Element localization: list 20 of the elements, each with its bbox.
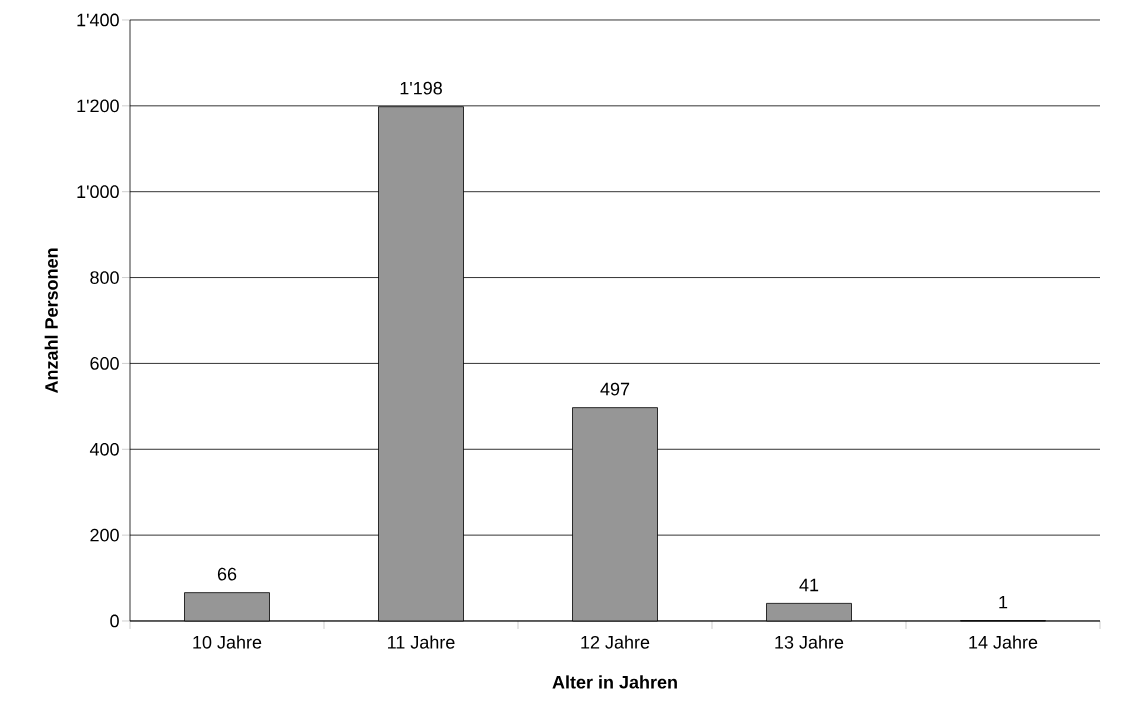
x-tick-label: 10 Jahre: [193, 635, 262, 649]
data-label: 66: [217, 567, 237, 581]
y-tick-label: 400: [89, 442, 119, 456]
y-tick-label: 600: [90, 357, 119, 370]
y-axis-title: Anzahl Personen: [44, 248, 58, 394]
data-label: 1'198: [400, 81, 442, 95]
y-tick-label: 0: [110, 614, 119, 628]
y-tick-label: 200: [90, 528, 119, 542]
x-tick-label: 13 Jahre: [775, 635, 844, 649]
data-label: 41: [799, 578, 819, 592]
data-label: 497: [600, 382, 630, 396]
x-tick-label: 12 Jahre: [581, 635, 650, 649]
y-tick-label: 1'200: [77, 99, 119, 113]
y-tick-label: 1'400: [77, 13, 119, 27]
data-label: 1: [999, 595, 1008, 609]
y-tick-label: 800: [90, 271, 119, 284]
x-tick-label: 11 Jahre: [388, 635, 455, 649]
y-tick-label: 1'000: [77, 185, 119, 199]
x-tick-label: 14 Jahre: [969, 635, 1038, 649]
x-axis-title: Alter in Jahren: [552, 675, 677, 689]
